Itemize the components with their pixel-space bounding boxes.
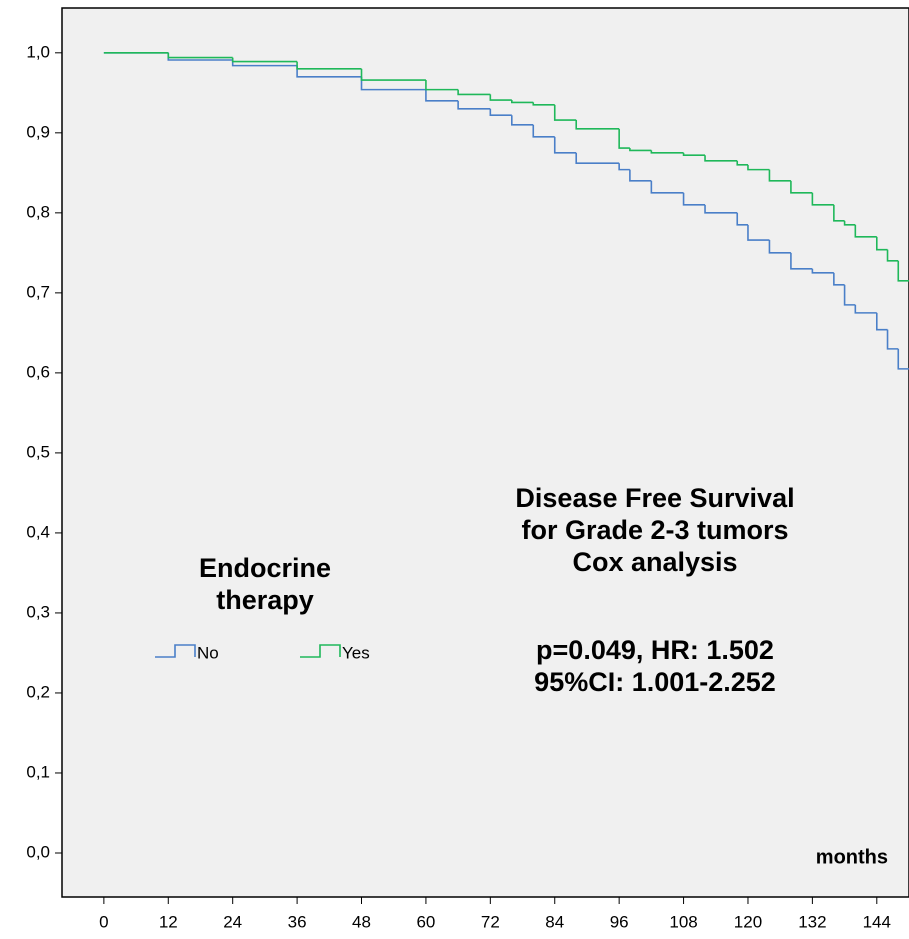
legend-label: Yes — [342, 643, 370, 662]
annotation: Disease Free Survival — [515, 483, 795, 513]
step-segment — [704, 204, 738, 214]
annotation-block: p=0.049, HR: 1.502 95%CI: 1.001-2.252 — [440, 634, 870, 698]
legend-symbol — [300, 644, 341, 658]
step-segment — [532, 102, 555, 106]
y-tick-label: 0,1 — [26, 762, 50, 781]
step-segment — [886, 249, 899, 262]
survival-curve — [103, 52, 909, 282]
step-segment — [296, 61, 362, 70]
y-tick-label: 0,9 — [26, 122, 50, 141]
x-tick-label: 36 — [288, 912, 307, 931]
legend-label: No — [197, 643, 219, 662]
y-tick-label: 0,3 — [26, 602, 50, 621]
x-tick-label: 84 — [545, 912, 564, 931]
step-segment — [489, 108, 512, 117]
step-segment — [747, 224, 770, 241]
step-segment — [736, 160, 748, 166]
step-segment — [833, 272, 845, 286]
step-segment — [629, 148, 652, 152]
step-segment — [511, 100, 534, 104]
step-segment — [575, 152, 620, 165]
step-segment — [553, 104, 577, 121]
step-segment — [360, 76, 426, 91]
x-axis-label: months — [816, 846, 888, 868]
step-segment — [532, 124, 555, 138]
step-segment — [682, 192, 706, 206]
annotation-block: Disease Free Survival for Grade 2-3 tumor… — [440, 482, 870, 578]
step-segment — [167, 52, 233, 59]
x-tick-label: 144 — [863, 912, 891, 931]
step-segment — [843, 284, 856, 306]
step-segment — [553, 136, 577, 154]
step-segment — [360, 68, 426, 81]
step-segment — [575, 120, 620, 130]
step-segment — [875, 312, 888, 331]
x-tick-label: 108 — [669, 912, 697, 931]
step-segment — [886, 329, 899, 350]
x-tick-label: 72 — [481, 912, 500, 931]
step-segment — [425, 89, 459, 102]
y-tick-label: 0,2 — [26, 682, 50, 701]
step-segment — [833, 204, 845, 222]
step-segment — [811, 192, 834, 206]
plot-area — [61, 7, 909, 898]
step-segment — [618, 163, 630, 171]
y-tick-label: 0,7 — [26, 282, 50, 301]
annotation: p=0.049, HR: 1.502 — [536, 635, 774, 665]
step-segment — [790, 252, 813, 270]
step-segment — [704, 155, 738, 162]
y-tick-label: 0,8 — [26, 202, 50, 221]
x-tick-label: 0 — [99, 912, 108, 931]
step-segment — [790, 180, 813, 194]
step-segment — [618, 128, 630, 149]
step-segment — [897, 260, 909, 282]
y-tick-label: 0,4 — [26, 522, 50, 541]
step-segment — [489, 94, 512, 101]
step-segment — [843, 220, 856, 226]
step-segment — [425, 80, 459, 91]
step-segment — [747, 164, 770, 171]
y-tick-label: 0,0 — [26, 842, 50, 861]
y-tick-label: 1,0 — [26, 42, 50, 61]
step-segment — [511, 115, 534, 126]
y-tick-label: 0,6 — [26, 362, 50, 381]
step-segment — [231, 57, 298, 63]
x-tick-label: 132 — [798, 912, 826, 931]
x-tick-label: 120 — [734, 912, 762, 931]
x-tick-label: 96 — [610, 912, 629, 931]
step-segment — [650, 180, 684, 194]
legend-symbol — [155, 644, 196, 658]
x-tick-label: 48 — [352, 912, 371, 931]
legend-title: Endocrine therapy — [198, 553, 332, 615]
step-segment — [736, 212, 748, 226]
step-segment — [650, 150, 684, 154]
step-segment — [854, 304, 877, 314]
x-tick-label: 12 — [159, 912, 178, 931]
x-tick-label: 60 — [416, 912, 435, 931]
annotation: Cox analysis — [572, 547, 738, 577]
y-tick-label: 0,5 — [26, 442, 50, 461]
x-tick-label: 24 — [223, 912, 242, 931]
step-segment — [768, 240, 791, 254]
step-segment — [811, 268, 834, 274]
step-segment — [875, 236, 888, 251]
step-segment — [897, 348, 909, 370]
step-segment — [457, 89, 491, 96]
step-segment — [682, 152, 706, 157]
step-segment — [457, 100, 491, 110]
step-segment — [629, 169, 652, 182]
step-segment — [768, 169, 791, 182]
step-segment — [854, 224, 877, 238]
annotation: 95%CI: 1.001-2.252 — [534, 667, 776, 697]
annotation: for Grade 2-3 tumors — [521, 515, 789, 545]
